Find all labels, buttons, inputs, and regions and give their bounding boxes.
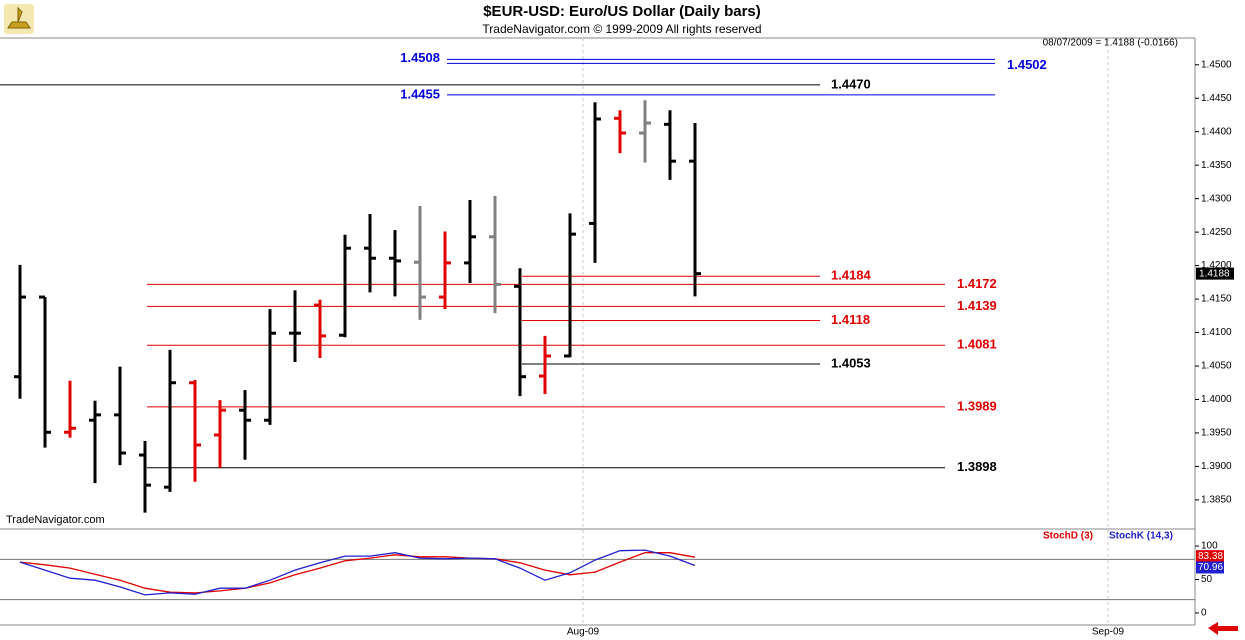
y-tick-label: 1.4450 <box>1201 93 1232 104</box>
price-bar <box>539 335 551 395</box>
y-tick-label: 100 <box>1201 541 1218 552</box>
y-tick-label: 1.4100 <box>1201 327 1232 338</box>
price-bar <box>139 440 151 513</box>
price-bar <box>214 400 226 468</box>
price-bar <box>589 102 601 263</box>
level-label: 1.4139 <box>957 298 997 313</box>
legend-entry: StochK (14,3) <box>1109 531 1173 542</box>
y-tick-label: 1.3850 <box>1201 495 1232 506</box>
level-label: 1.4508 <box>400 50 440 65</box>
value-label: 83.38 <box>1198 551 1223 562</box>
value-label: 70.96 <box>1198 562 1223 573</box>
price-bar <box>439 231 451 310</box>
y-tick-label: 1.4400 <box>1201 126 1232 137</box>
price-bar <box>689 123 701 297</box>
info-label: 08/07/2009 = 1.4188 (-0.0166) <box>1043 38 1178 49</box>
price-bar <box>289 290 301 362</box>
y-tick-label: 1.4050 <box>1201 361 1232 372</box>
price-bar <box>64 380 76 438</box>
price-bar <box>639 100 651 163</box>
level-label: 1.4470 <box>831 76 871 91</box>
stoch-line <box>19 552 696 594</box>
level-label: 1.4502 <box>1007 57 1047 72</box>
price-bar <box>114 366 126 466</box>
level-label: 1.4081 <box>957 337 997 352</box>
chart-subtitle: TradeNavigator.com © 1999-2009 All right… <box>482 22 761 36</box>
price-bar <box>264 309 276 425</box>
level-label: 1.4455 <box>400 86 440 101</box>
price-bar <box>164 349 176 492</box>
price-bar <box>339 234 351 338</box>
y-tick-label: 1.4150 <box>1201 294 1232 305</box>
price-bar <box>464 199 476 283</box>
price-bar <box>89 400 101 484</box>
level-label: 1.3989 <box>957 398 997 413</box>
price-bar <box>664 110 676 180</box>
price-bar <box>564 213 576 358</box>
y-tick-label: 1.4000 <box>1201 394 1232 405</box>
value-label-box <box>1196 550 1224 563</box>
scroll-arrow[interactable] <box>1208 622 1238 635</box>
last-price-label: 1.4188 <box>1199 268 1230 279</box>
price-bar <box>614 110 626 154</box>
level-label: 1.4118 <box>831 312 870 327</box>
y-tick-label: 1.3950 <box>1201 428 1232 439</box>
price-bar <box>489 195 501 314</box>
price-bar <box>389 230 401 297</box>
y-tick-label: 50 <box>1201 574 1213 585</box>
value-label-box <box>1196 561 1224 574</box>
level-label: 1.4053 <box>831 355 871 370</box>
y-tick-label: 1.4200 <box>1201 260 1232 271</box>
logo-icon <box>4 4 34 34</box>
x-tick-label: Aug-09 <box>567 627 600 638</box>
y-tick-label: 1.4350 <box>1201 160 1232 171</box>
last-price-box <box>1196 267 1234 280</box>
y-tick-label: 0 <box>1201 608 1207 619</box>
legend-entry: StochD (3) <box>1043 531 1093 542</box>
price-bar <box>364 214 376 293</box>
x-tick-label: Sep-09 <box>1092 627 1125 638</box>
level-label: 1.4184 <box>831 268 872 283</box>
y-tick-label: 1.4300 <box>1201 193 1232 204</box>
price-bar <box>514 268 526 397</box>
chart-title: $EUR-USD: Euro/US Dollar (Daily bars) <box>483 3 761 20</box>
y-tick-label: 1.3900 <box>1201 461 1232 472</box>
level-label: 1.3898 <box>957 459 997 474</box>
price-bar <box>314 299 326 358</box>
level-label: 1.4172 <box>957 276 997 291</box>
y-tick-label: 1.4500 <box>1201 59 1232 70</box>
price-bar <box>414 206 426 320</box>
price-bar <box>239 390 251 460</box>
y-tick-label: 1.4250 <box>1201 227 1232 238</box>
price-bar <box>39 295 51 448</box>
watermark: TradeNavigator.com <box>6 514 105 526</box>
stoch-line <box>19 549 696 596</box>
price-bar <box>14 264 26 399</box>
price-bar <box>189 380 201 482</box>
